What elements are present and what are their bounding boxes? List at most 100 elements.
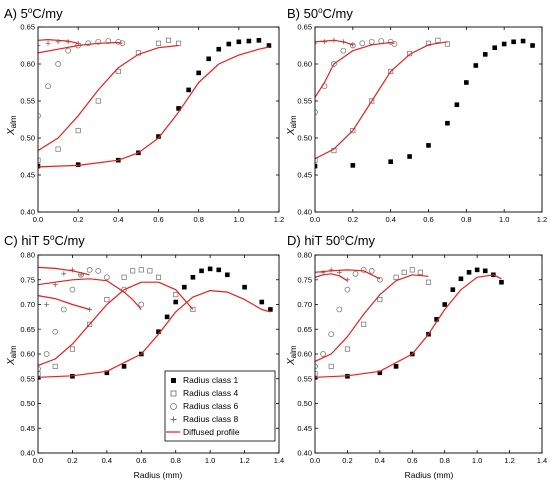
panel-a-y-label: Xalm <box>6 115 18 136</box>
y-tick-label: 0.40 <box>297 449 312 458</box>
diffused-profile-line <box>38 39 79 44</box>
data-point-square-filled <box>259 299 265 305</box>
data-point-square-filled <box>226 41 232 47</box>
x-tick-label: 0.4 <box>113 215 123 224</box>
panel-d-y-label: Xalm <box>286 345 298 366</box>
data-point-circle-open <box>65 47 71 54</box>
panel-d-plot: 0.0 0.2 0.4 0.6 0.8 1.0 1.2 1.4 0.40 0.45 0.50 0.55… <box>297 251 547 465</box>
data-point-circle-open <box>359 40 366 47</box>
y-tick-label: 0.45 <box>20 171 35 180</box>
data-point-square-open <box>138 267 144 273</box>
diffused-profile-line <box>38 266 90 276</box>
legend-label: Radius class 1 <box>183 375 239 385</box>
y-tick-label: 0.80 <box>297 251 312 260</box>
data-point-square-open <box>417 269 423 275</box>
y-tick-label: 0.60 <box>297 60 312 69</box>
data-point-square-open <box>155 40 162 46</box>
x-tick-label: 0.6 <box>136 456 146 465</box>
data-point-square-filled <box>464 80 469 85</box>
data-point-square-filled <box>156 329 161 335</box>
data-point-square-filled <box>75 162 81 167</box>
x-tick-label: 1.4 <box>274 456 284 465</box>
data-point-square-filled <box>256 38 262 43</box>
data-point-square-filled <box>407 154 412 159</box>
data-point-circle-open <box>52 328 59 335</box>
data-point-square-filled <box>164 314 170 320</box>
panel-b: B) 50oC/my Xalm 0.0 0.2 0.4 0.6 0.8 1.0 1.2 0.4… <box>286 6 547 224</box>
data-point-plus <box>45 40 51 46</box>
series-radius-class-4 <box>38 267 196 377</box>
x-tick-label: 0.0 <box>310 456 320 465</box>
series-radius-class-1 <box>38 266 273 380</box>
data-point-square-filled <box>482 52 488 57</box>
diffused-profile-line <box>38 281 194 366</box>
panel-a-plot: 0.0 0.2 0.4 0.6 0.8 1.0 1.2 0.40 0.45 0.50 0.55 0.6… <box>20 23 284 224</box>
data-point-square-filled <box>176 106 181 111</box>
data-point-square-filled <box>225 272 230 278</box>
x-tick-label: 1.0 <box>234 215 244 224</box>
data-point-circle-open <box>55 61 61 67</box>
data-point-square-open <box>315 157 318 163</box>
data-point-circle-open <box>45 83 51 90</box>
plot-area <box>38 37 272 169</box>
data-point-square-filled <box>121 364 127 369</box>
diffused-profile-line <box>315 41 448 160</box>
panel-c-title: C) hiT 5oC/my <box>4 233 85 248</box>
data-point-square-filled <box>492 45 498 51</box>
data-point-square-open <box>52 363 58 369</box>
data-point-circle-open <box>320 351 326 357</box>
data-point-square-filled <box>442 302 448 307</box>
legend-box <box>164 370 276 442</box>
diffused-profile-line <box>315 273 348 282</box>
panel-c-plot: 0.0 0.2 0.4 0.6 0.8 1.0 1.2 1.4 0.40 0.45 0.50 0.55… <box>20 251 284 465</box>
y-tick-label: 0.40 <box>20 449 35 458</box>
data-point-plus <box>52 282 58 288</box>
data-point-square-filled <box>206 56 212 62</box>
data-point-square-filled <box>196 70 201 76</box>
plot-area <box>315 37 535 169</box>
data-point-square-filled <box>511 39 516 45</box>
y-tick-label: 0.60 <box>297 350 312 359</box>
data-point-square-open <box>315 371 318 377</box>
x-tick-label: 0.2 <box>348 215 358 224</box>
legend-entry-radius-class-6: Radius class 6 <box>170 401 239 411</box>
series-radius-class-8 <box>315 267 350 283</box>
y-tick-label: 0.75 <box>20 275 35 284</box>
panel-a: A) 5oC/my Xalm 0.0 0.2 0.4 0.6 0.8 1.0 1.2 0.40… <box>4 6 284 224</box>
data-point-square-filled <box>445 120 450 126</box>
y-tick-label: 0.55 <box>297 374 312 383</box>
data-point-square-open <box>130 268 136 274</box>
series-radius-class-6 <box>38 38 126 119</box>
data-point-square-filled <box>393 364 399 369</box>
data-point-circle-open <box>138 301 145 308</box>
x-tick-label: 0.8 <box>461 215 471 224</box>
panel-b-y-label: Xalm <box>286 115 298 136</box>
diffused-profile-line <box>315 274 502 378</box>
data-point-square-open <box>155 274 162 280</box>
plot-area <box>315 267 504 380</box>
data-point-square-open <box>393 274 399 280</box>
y-tick-label: 0.50 <box>20 399 35 408</box>
data-point-square-filled <box>156 134 161 139</box>
data-point-square-open <box>38 371 41 377</box>
x-tick-label: 0.8 <box>193 215 203 224</box>
legend-marker-square-open <box>170 390 177 397</box>
y-tick-label: 0.65 <box>20 325 35 334</box>
x-tick-label: 0.0 <box>310 215 320 224</box>
legend-entry-radius-class-8: Radius class 8 <box>170 414 239 424</box>
diffused-profile-line <box>38 290 271 378</box>
data-point-circle-open <box>378 38 385 44</box>
data-point-square-filled <box>350 163 356 168</box>
diffused-profile-line <box>315 39 353 46</box>
x-tick-label: 0.8 <box>170 456 180 465</box>
data-point-square-open <box>401 269 407 275</box>
data-point-square-filled <box>454 102 460 107</box>
data-point-circle-open <box>344 286 351 293</box>
data-point-circle-open <box>104 274 110 281</box>
y-tick-label: 0.60 <box>20 60 35 69</box>
diffused-profile-line <box>38 46 270 168</box>
data-point-square-open <box>75 128 81 134</box>
panel-b-title: B) 50oC/my <box>287 6 353 21</box>
data-point-square-filled <box>388 159 393 164</box>
y-tick-label: 0.70 <box>20 300 35 309</box>
